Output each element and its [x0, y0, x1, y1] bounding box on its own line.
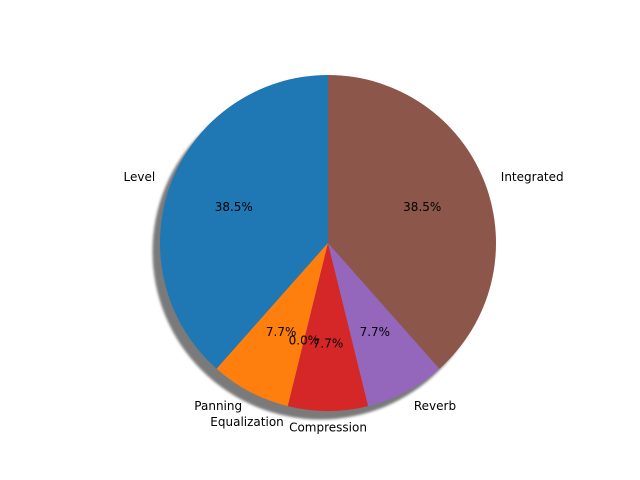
category-label-equalization: Equalization — [210, 415, 283, 429]
percent-label-compression: 7.7% — [313, 336, 344, 350]
category-label-reverb: Reverb — [414, 399, 456, 413]
category-label-integrated: Integrated — [501, 170, 564, 184]
percent-label-integrated: 38.5% — [403, 200, 441, 214]
category-label-compression: Compression — [289, 420, 367, 434]
pie-slice-compression — [287, 243, 369, 412]
pie-labels: Level 38.5% Panning 7.7% Equalization 0.0% Com… — [124, 170, 564, 434]
percent-label-equalization: 0.0% — [289, 333, 320, 347]
pie-slice-panning — [216, 243, 328, 407]
category-label-panning: Panning — [194, 399, 242, 413]
percent-label-panning: 7.7% — [266, 325, 297, 339]
pie-slice-level — [160, 75, 328, 369]
percent-label-reverb: 7.7% — [360, 325, 391, 339]
pie-slice-integrated — [328, 75, 496, 369]
pie-slices — [160, 75, 496, 412]
pie-slice-reverb — [328, 243, 440, 407]
category-label-level: Level — [124, 170, 156, 184]
percent-label-level: 38.5% — [215, 200, 253, 214]
